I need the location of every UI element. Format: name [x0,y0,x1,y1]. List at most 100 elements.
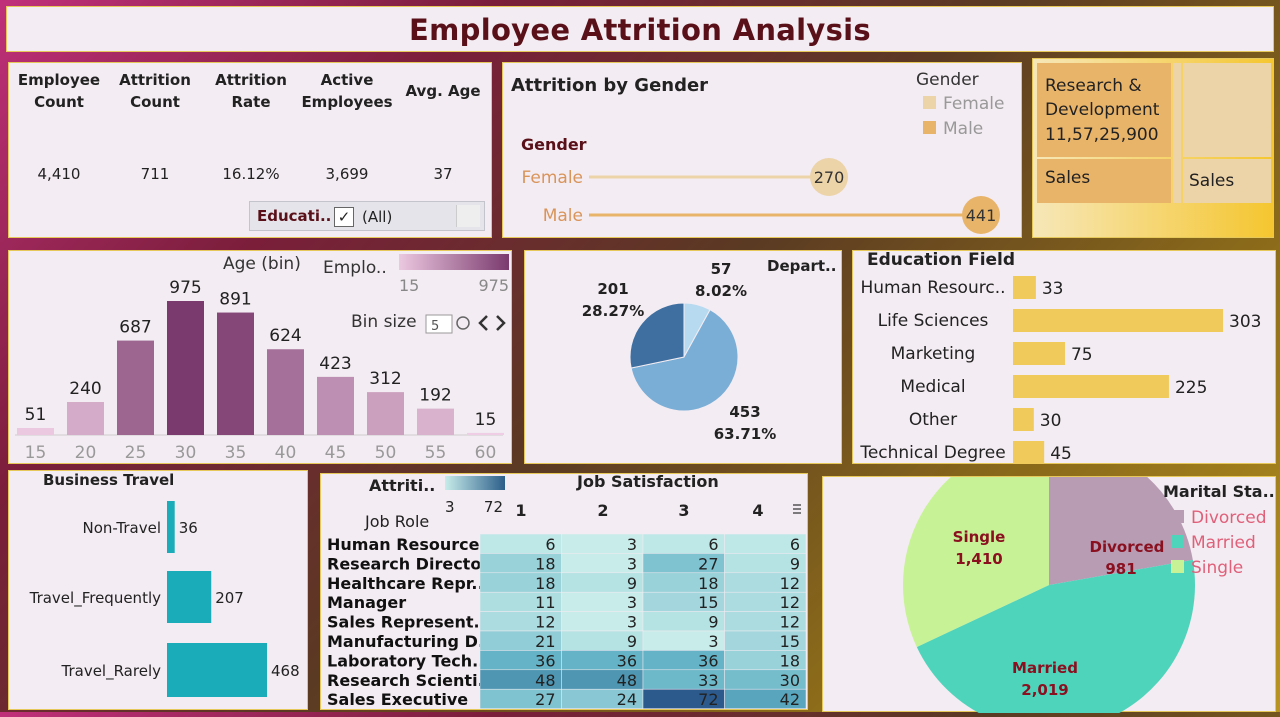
marital-legend-swatch-single [1171,560,1184,573]
department-treemap: Research & Development 11,57,25,900 Sale… [1037,63,1271,203]
education-field-value: 45 [1050,444,1072,464]
bin-size-value: 5 [431,319,439,334]
gender-dot-female[interactable] [810,158,848,196]
education-field-bar[interactable] [1013,276,1036,299]
education-field-bar[interactable] [1013,342,1065,365]
gender-dot-male[interactable] [962,196,1000,234]
filter-checkbox[interactable]: ✓ [334,207,354,227]
age-bar[interactable] [67,402,104,435]
age-bar[interactable] [17,427,54,435]
age-bar-value: 15 [475,410,497,430]
department-pie-slice[interactable] [629,302,685,369]
heatmap-cell[interactable] [724,688,807,709]
age-bar[interactable] [167,301,204,435]
bin-size-increase-icon[interactable] [496,315,506,331]
age-chart-title: Age (bin) [223,254,301,274]
treemap-label-rnd-1: Research & [1045,76,1142,96]
heatmap-cell-value: 3 [627,593,637,612]
age-tick-label: 40 [275,443,297,463]
education-field-bar[interactable] [1013,309,1223,332]
department-pie-slice[interactable] [630,309,739,412]
heatmap-cell-value: 6 [708,535,718,554]
heatmap-cell-value: 9 [708,613,718,632]
business-travel-title: Business Travel [43,471,174,489]
heatmap-cell-value: 18 [535,554,555,573]
business-travel-bar[interactable] [167,501,175,553]
age-bar[interactable] [417,408,454,435]
age-bar[interactable] [467,432,504,435]
marital-pie-slice[interactable] [1049,477,1193,585]
age-bar[interactable] [117,340,154,435]
treemap-tile-narrow[interactable] [1173,63,1181,203]
gender-chart-title: Attrition by Gender [511,75,708,96]
sort-icon[interactable] [793,504,801,514]
heatmap-column-header: 1 [515,501,526,520]
age-bar[interactable] [367,392,404,435]
business-travel-bar[interactable] [167,643,267,697]
filter-dropdown-button[interactable] [456,205,480,227]
age-bar-value: 51 [25,405,47,425]
education-field-bar[interactable] [1013,408,1034,431]
heatmap-cell-value: 12 [780,574,800,593]
education-field-bar[interactable] [1013,375,1169,398]
kpi-value-attrition-rate: 16.12% [222,165,280,183]
age-tick-label: 15 [25,443,47,463]
heatmap-cell-value: 24 [617,690,637,709]
marital-legend-single[interactable]: Single [1191,558,1243,578]
heatmap-cell-value: 9 [790,554,800,573]
bin-size-input[interactable] [425,314,453,334]
marital-status-panel: Marital Sta.. Divorced Married Single Di… [822,476,1276,713]
education-filter[interactable]: Educati.. ✓ (All) [249,201,485,231]
treemap-tile-hr[interactable] [1183,63,1271,157]
treemap-tile-rnd[interactable] [1037,63,1171,157]
education-field-bar[interactable] [1013,441,1045,464]
marital-legend-title: Marital Sta.. [1163,482,1275,501]
heatmap-cell-value: 12 [535,613,555,632]
marital-pie-slice[interactable] [903,477,1049,647]
gender-label-male: Male [543,206,583,226]
pie-value-label-453: 453 [729,403,760,421]
job-satisfaction-heatmap: Attriti.. 3 72 Job Satisfaction Job Role… [327,472,807,709]
marital-pie-slice[interactable] [916,559,1195,713]
age-tick-label: 50 [375,443,397,463]
legend-label-female[interactable]: Female [943,94,1004,114]
legend-label-male[interactable]: Male [943,119,983,139]
legend-swatch-female [923,96,936,109]
age-bar[interactable] [267,349,304,435]
heatmap-row-label: Healthcare Repr.. [327,574,484,593]
marital-legend-married[interactable]: Married [1191,533,1256,553]
business-travel-value: 207 [215,589,244,607]
heatmap-legend-max: 72 [484,498,503,516]
heatmap-cell-value: 42 [780,690,800,709]
age-bar[interactable] [317,376,354,435]
heatmap-row-label: Manager [327,593,406,612]
bin-size-label: Bin size [351,312,417,332]
bin-size-decrease-icon[interactable] [478,315,488,331]
heatmap-row-label: Manufacturing D.. [327,632,490,651]
heatmap-cell-value: 36 [535,651,555,670]
dashboard-title: Employee Attrition Analysis [409,13,871,47]
bin-size-reset-icon[interactable] [456,316,470,330]
heatmap-row-label: Sales Represent.. [327,613,486,632]
age-color-legend [399,254,509,270]
business-travel-chart: Business Travel Non-Travel 36 Travel_Frequ… [29,471,300,697]
age-bar[interactable] [217,312,254,435]
business-travel-bar[interactable] [167,571,212,623]
business-travel-value: 468 [271,662,300,680]
treemap-tile-sales-2[interactable] [1183,159,1271,203]
education-field-label: Technical Degree [859,443,1005,463]
department-pie-chart: Depart.. 57 8.02% 453 63.71% 201 28.27% [582,257,837,443]
marital-legend-divorced[interactable]: Divorced [1191,508,1267,528]
heatmap-column-header: 4 [752,501,763,520]
age-tick-label: 20 [75,443,97,463]
business-travel-label: Travel_Frequently [29,589,162,608]
pie-value-label-57: 57 [711,260,732,278]
heatmap-cell-value: 9 [627,632,637,651]
kpi-label-avg-age: Avg. Age [405,82,481,100]
kpi-value-active-employees: 3,699 [325,165,369,183]
heatmap-row-label: Laboratory Tech.. [327,651,484,670]
heatmap-title: Job Satisfaction [576,474,719,491]
gender-legend-title: Gender [916,70,979,90]
heatmap-cell-value: 12 [780,613,800,632]
treemap-tile-sales[interactable] [1037,159,1171,203]
